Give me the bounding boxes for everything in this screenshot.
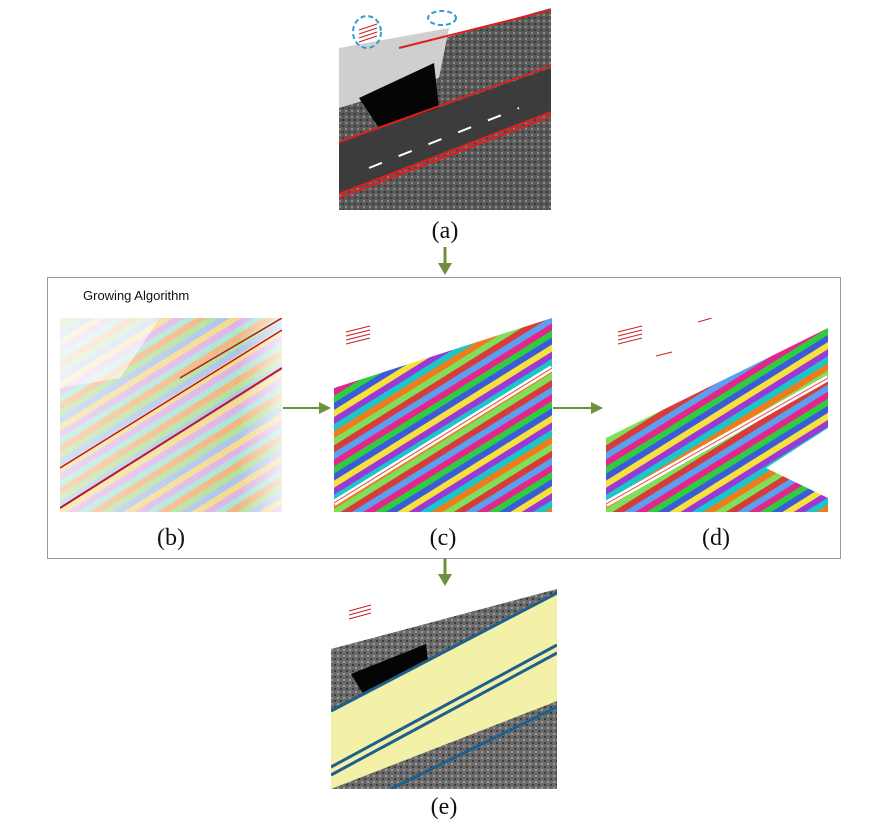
caption-e: (e) — [430, 794, 458, 820]
panel-b-stripes — [60, 318, 282, 512]
arrow-down-icon — [438, 247, 452, 275]
caption-d: (d) — [702, 525, 730, 551]
growing-algorithm-title: Growing Algorithm — [83, 288, 190, 303]
panel-e-road-extraction — [331, 589, 557, 789]
caption-a: (a) — [431, 218, 459, 244]
panel-d-road-segments — [606, 318, 828, 512]
caption-c: (c) — [429, 525, 457, 551]
panel-c-segments — [334, 318, 552, 512]
arrow-right-icon — [553, 402, 603, 414]
arrow-right-icon — [283, 402, 331, 414]
arrow-down-icon — [438, 558, 452, 586]
panel-a-point-cloud — [339, 8, 551, 210]
caption-b: (b) — [157, 525, 185, 551]
